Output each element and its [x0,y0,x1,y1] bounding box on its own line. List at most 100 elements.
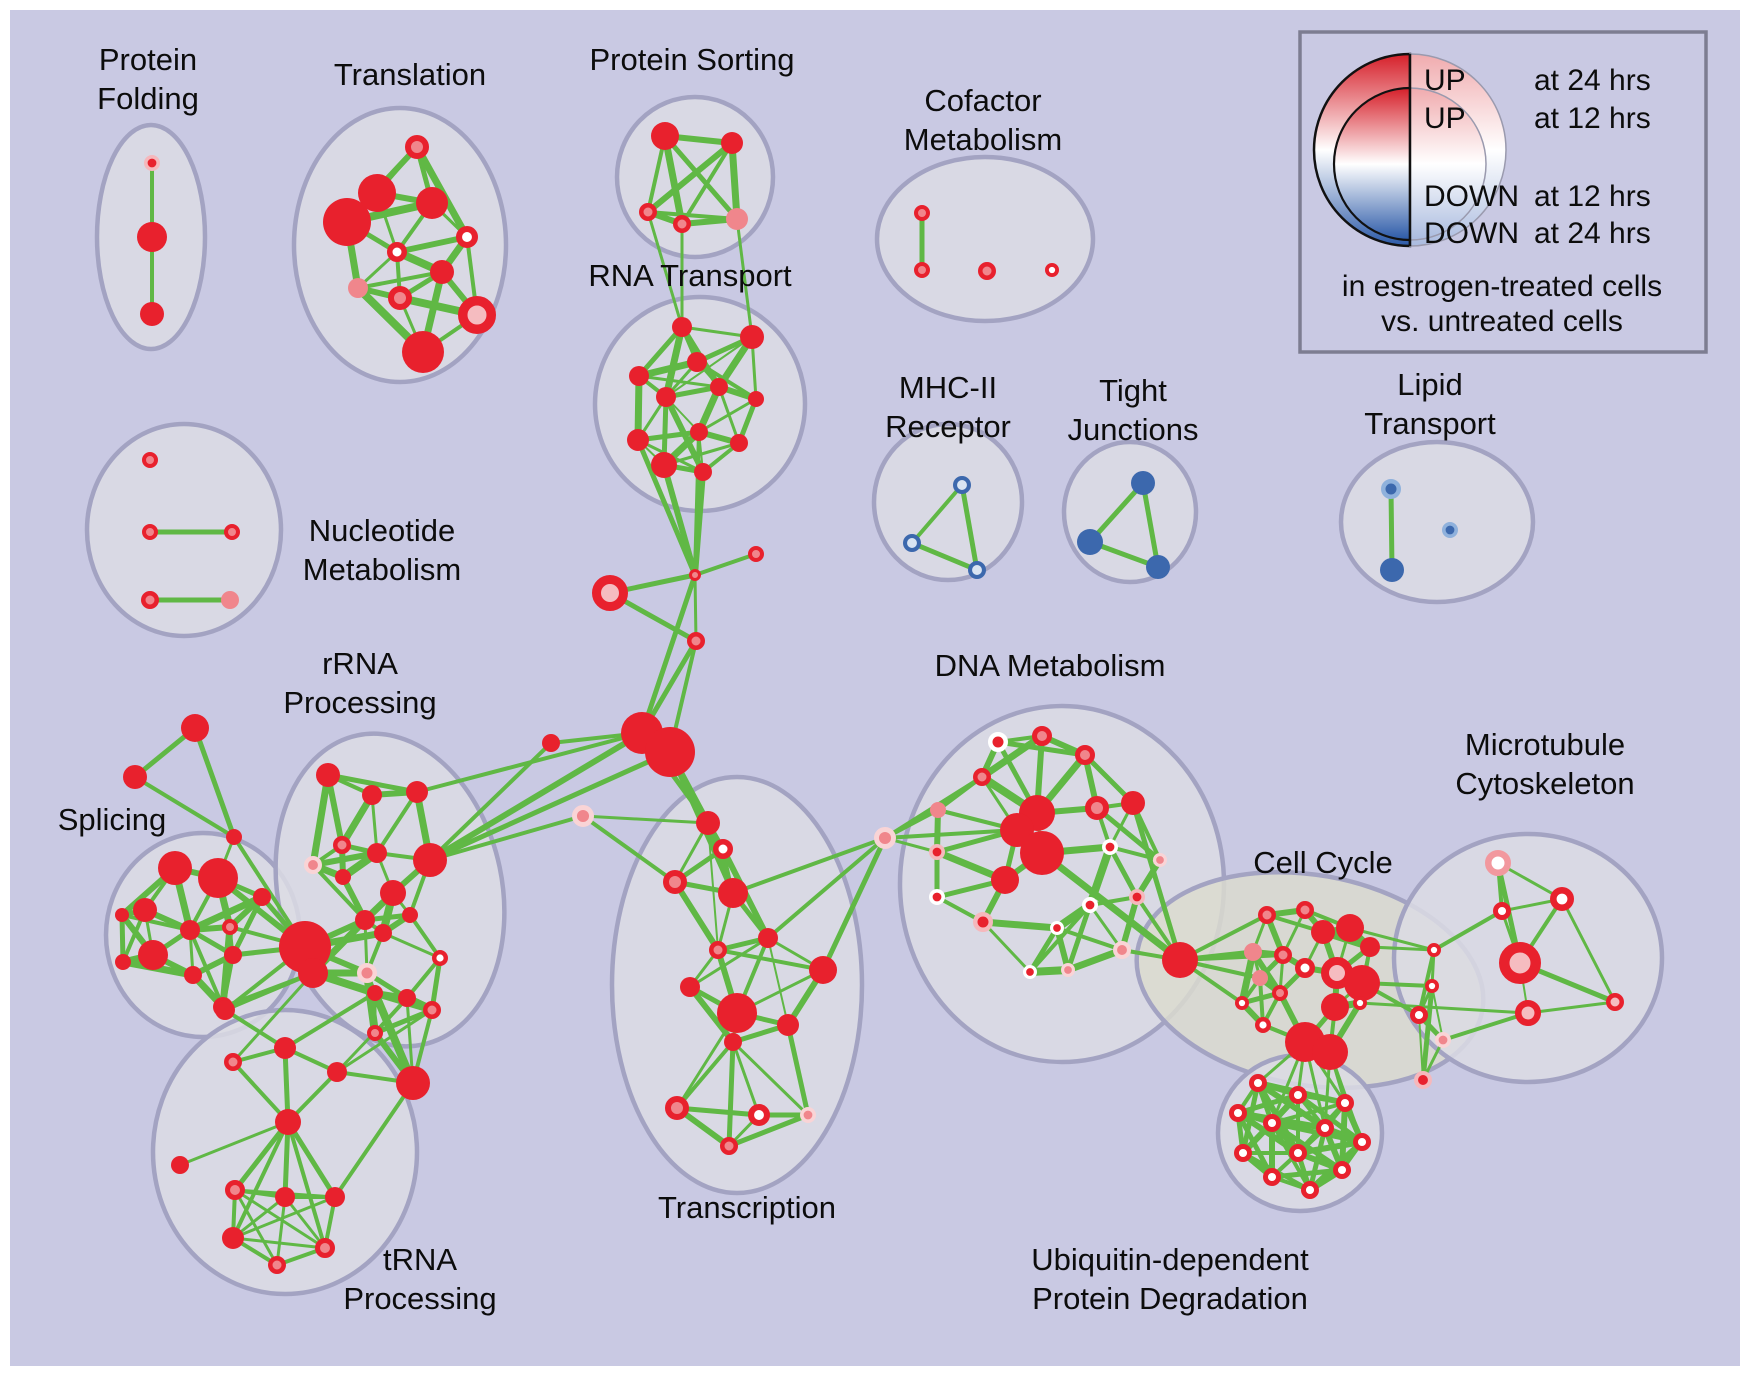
network-node [222,1227,244,1249]
network-node [930,802,946,818]
cluster-label-tight: Junctions [1068,412,1199,447]
cluster-label-trna: tRNA [383,1242,457,1277]
network-node [689,569,701,581]
legend-box [1298,30,1708,354]
network-node [724,1033,742,1051]
network-node [1380,558,1404,582]
network-node [694,463,712,481]
network-node [138,940,168,970]
network-node [928,843,945,860]
network-node [224,946,242,964]
network-node [184,966,202,984]
network-node [1344,965,1380,1001]
cluster-label-transcription: Transcription [658,1190,836,1225]
network-node [367,985,383,1001]
network-edge [726,1039,736,1149]
network-node [333,836,351,854]
network-node [1414,1071,1433,1090]
network-node [1435,1032,1452,1049]
network-edge [883,828,1019,840]
network-node [1442,521,1459,538]
network-node [198,858,238,898]
network-node [1262,1113,1281,1132]
cluster-label-cellcycle: Cell Cycle [1253,845,1393,880]
network-edge [581,814,710,825]
network-node [1515,1000,1541,1026]
network-node [1032,726,1052,746]
network-node [973,912,993,932]
network-node [1228,1103,1247,1122]
network-edge [1420,983,1435,1083]
cluster-label-cofactor: Cofactor [924,83,1041,118]
network-node [1060,963,1075,978]
network-edge [133,775,236,839]
network-edge [231,971,315,1064]
cluster-label-mhc: MHC-II [899,370,997,405]
network-node [663,870,687,894]
network-node [455,225,478,248]
network-node [1272,985,1288,1001]
network-node [1082,896,1099,913]
network-edge [693,430,701,577]
network-node [225,1180,245,1200]
network-edge [231,1195,287,1240]
network-edge [356,270,444,290]
network-node [226,829,242,845]
network-node [115,908,129,922]
network-edge [178,1120,290,1167]
network-node [1311,920,1335,944]
network-node [133,898,157,922]
network-node [402,907,418,923]
legend-caption-line1: in estrogen-treated cells [1342,270,1662,303]
network-edge [636,324,685,379]
network-edge [363,969,379,1037]
network-node [968,561,987,580]
network-node [380,880,406,906]
network-edge [1038,849,1184,964]
network-node [362,785,382,805]
network-edge [283,991,377,1050]
network-edge [1269,1167,1345,1180]
network-node [358,174,396,212]
network-node [1248,1073,1267,1092]
legend-dir-up-24: UP [1424,64,1466,97]
network-edge [735,217,754,339]
network-node [275,1187,295,1207]
network-node [140,302,164,326]
network-node [1485,850,1511,876]
network-edge [1088,903,1124,952]
network-edge [427,730,645,863]
network-node [1332,1160,1351,1179]
network-node [903,534,922,553]
network-edge [1235,1092,1301,1116]
network-edge [635,437,698,578]
network-node [222,919,238,935]
network-node [639,203,657,221]
network-node [665,1096,689,1120]
legend: UP at 24 hrs UP at 12 hrs DOWN at 12 hrs… [1298,30,1708,354]
network-node [323,198,371,246]
network-edge [1087,480,1146,545]
network-node [914,262,930,278]
network-node [1152,853,1167,868]
network-node [416,187,448,219]
network-edge [231,1120,290,1240]
network-node [748,391,764,407]
network-edge [1064,946,1126,974]
network-node [673,215,691,233]
network-node [1049,921,1064,936]
network-node [1075,745,1095,765]
cluster-label-rrna: Processing [283,685,436,720]
network-edge [820,835,888,973]
legend-time-12: at 12 hrs [1534,102,1651,135]
network-edge [1560,897,1617,1004]
network-edge [375,790,419,855]
cluster-label-nucleotide: Nucleotide [309,513,455,548]
network-edge [766,836,887,940]
network-edge [1431,985,1444,1041]
network-edge [716,948,825,972]
network-node [1288,1143,1307,1162]
network-node [571,804,594,827]
cluster-label-protein_sorting: Protein Sorting [589,42,794,77]
